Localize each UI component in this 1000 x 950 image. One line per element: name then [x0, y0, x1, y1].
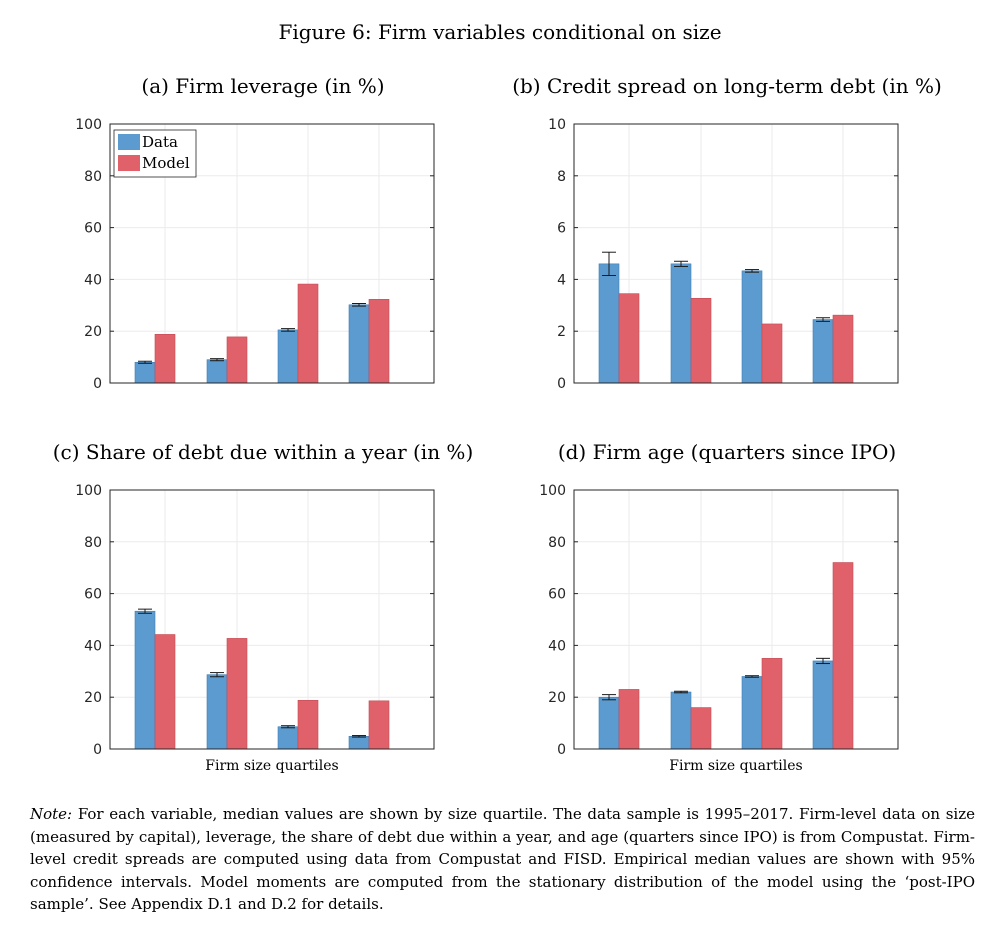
y-tick-label: 80: [548, 535, 566, 551]
axes-box: [573, 489, 899, 750]
y-tick-label: 40: [84, 638, 102, 654]
bar-data: [206, 674, 228, 750]
bar-data: [134, 610, 156, 750]
y-tick-label: 2: [557, 324, 566, 340]
legend: Data Model: [113, 129, 197, 178]
bar-data: [277, 329, 299, 384]
bar-data: [206, 359, 228, 384]
chart-panel-2: 0 2 4 6 8 10 (b) Credit spread on long-term de…: [512, 74, 942, 392]
bar-data: [812, 319, 834, 384]
y-tick-label: 100: [75, 483, 102, 499]
y-tick-label: 60: [84, 221, 102, 237]
panel-title: (c) Share of debt due within a year (in …: [53, 440, 474, 464]
y-tick-label: 40: [548, 638, 566, 654]
bar-model: [618, 689, 640, 750]
bar-model: [690, 707, 712, 750]
legend-swatch-model: [118, 155, 140, 171]
figure-note: Note: For each variable, median values a…: [30, 803, 975, 916]
y-tick-label: 100: [539, 483, 566, 499]
bar-data: [812, 660, 834, 750]
bar-model: [154, 634, 176, 750]
y-tick-label: 0: [93, 376, 102, 392]
bar-model: [368, 700, 390, 750]
axes-box: [109, 489, 435, 750]
bar-model: [618, 293, 640, 384]
bar-data: [741, 270, 763, 384]
bar-data: [670, 263, 692, 384]
axes-box: [109, 123, 435, 384]
bar-model: [226, 638, 248, 750]
legend-swatch-data: [118, 134, 140, 150]
bar-data: [598, 263, 620, 384]
bar-model: [154, 334, 176, 384]
panel-title: (a) Firm leverage (in %): [141, 74, 384, 98]
y-tick-label: 60: [84, 587, 102, 603]
y-tick-label: 80: [84, 169, 102, 185]
bar-model: [832, 314, 854, 384]
bar-model: [226, 336, 248, 384]
y-tick-label: 80: [84, 535, 102, 551]
bar-data: [134, 361, 156, 384]
panel-title: (d) Firm age (quarters since IPO): [558, 440, 896, 464]
y-tick-label: 10: [548, 117, 566, 133]
axes-box: [573, 123, 899, 384]
chart-panel-3: 0 20 40 60 80 100 (c) Share of debt due within…: [53, 440, 474, 774]
y-tick-label: 6: [557, 221, 566, 237]
y-tick-label: 20: [84, 324, 102, 340]
y-tick-label: 60: [548, 587, 566, 603]
y-tick-label: 40: [84, 272, 102, 288]
x-axis-label: Firm size quartiles: [205, 758, 338, 774]
bar-data: [277, 726, 299, 750]
bar-data: [348, 736, 370, 750]
note-text: For each variable, median values are sho…: [30, 805, 975, 913]
bar-model: [690, 298, 712, 384]
bar-data: [348, 304, 370, 384]
y-tick-label: 0: [557, 376, 566, 392]
y-tick-label: 4: [557, 272, 566, 288]
y-tick-label: 0: [93, 742, 102, 758]
bar-data: [598, 696, 620, 750]
bar-model: [297, 700, 319, 750]
x-axis-label: Firm size quartiles: [669, 758, 802, 774]
y-tick-label: 20: [84, 690, 102, 706]
bar-data: [741, 676, 763, 750]
legend-label: Model: [142, 154, 190, 172]
panel-title: (b) Credit spread on long-term debt (in …: [512, 74, 942, 98]
bar-model: [761, 658, 783, 750]
y-tick-label: 8: [557, 169, 566, 185]
chart-panel-1: 0 20 40 60 80 100 (a) Firm leverage (in %) Data…: [75, 74, 435, 392]
note-label: Note:: [30, 805, 73, 823]
y-tick-label: 100: [75, 117, 102, 133]
y-tick-label: 20: [548, 690, 566, 706]
bar-model: [297, 283, 319, 384]
legend-label: Data: [142, 133, 178, 151]
bar-model: [368, 299, 390, 384]
y-tick-label: 0: [557, 742, 566, 758]
chart-panel-4: 0 20 40 60 80 100 (d) Firm age (quarters since…: [539, 440, 899, 774]
bar-data: [670, 691, 692, 750]
figure-title: Figure 6: Firm variables conditional on …: [278, 20, 722, 44]
bar-model: [761, 323, 783, 384]
bar-model: [832, 562, 854, 750]
